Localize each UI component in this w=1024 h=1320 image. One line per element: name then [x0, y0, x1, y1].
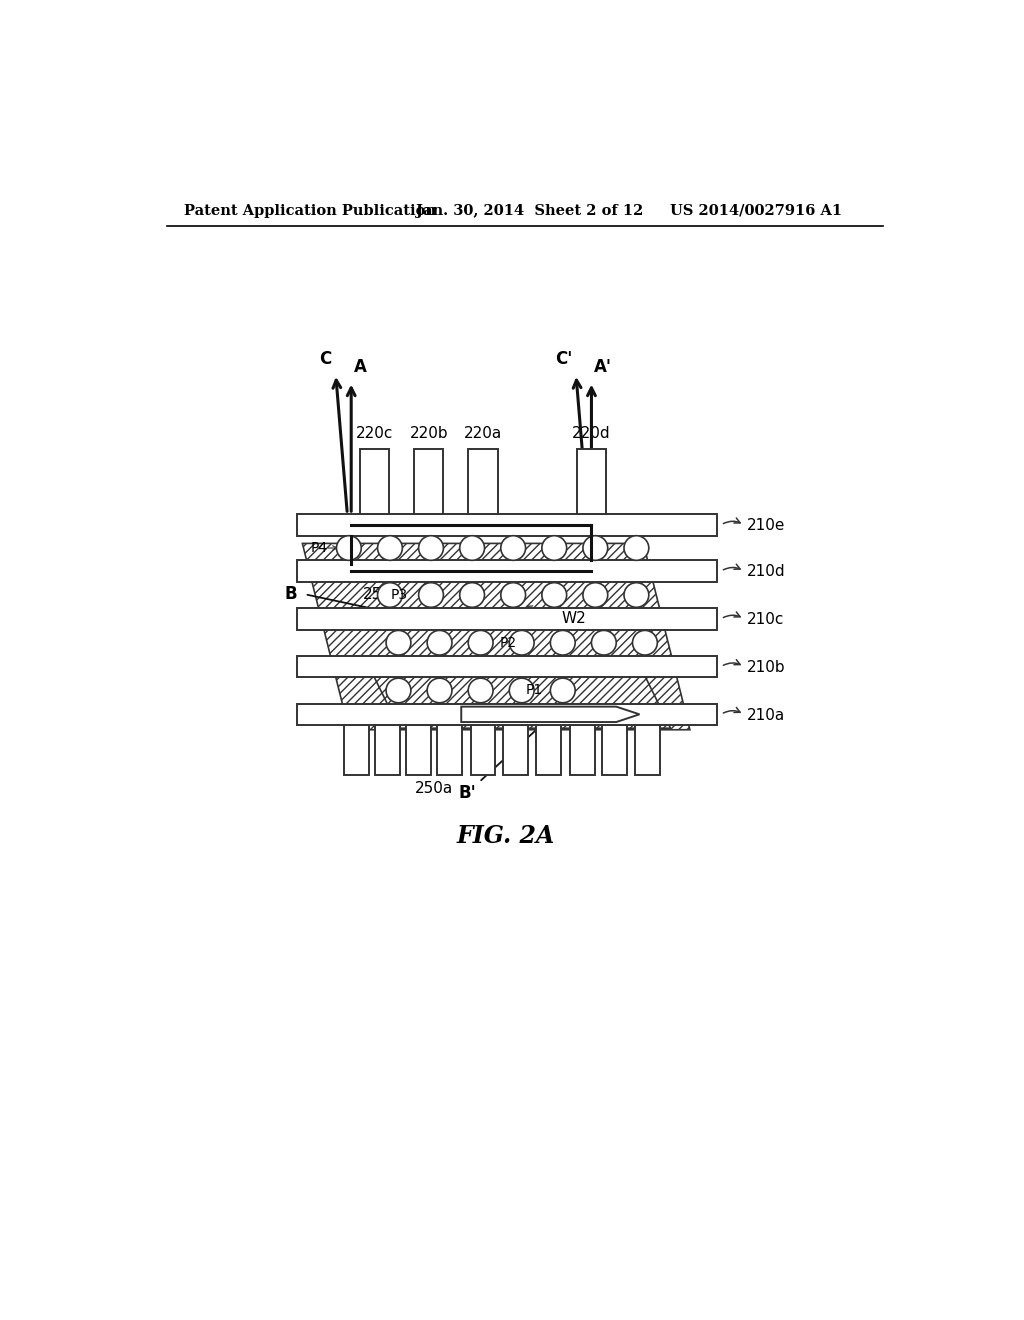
Circle shape — [468, 631, 493, 655]
Polygon shape — [372, 673, 671, 729]
Bar — [635, 725, 659, 775]
Circle shape — [460, 582, 484, 607]
Text: US 2014/0027916 A1: US 2014/0027916 A1 — [671, 203, 843, 218]
Text: B': B' — [459, 784, 476, 803]
Bar — [468, 449, 498, 515]
Text: 210a: 210a — [746, 708, 784, 722]
Text: Patent Application Publication: Patent Application Publication — [183, 203, 436, 218]
Circle shape — [550, 631, 575, 655]
Bar — [297, 609, 717, 630]
Text: 220b: 220b — [410, 426, 449, 441]
Bar — [437, 725, 462, 775]
Bar — [569, 725, 595, 775]
Text: B: B — [285, 585, 297, 603]
Text: FIG. 2A: FIG. 2A — [457, 824, 555, 847]
Bar — [297, 656, 717, 677]
Circle shape — [386, 678, 411, 702]
Text: 250b: 250b — [362, 586, 401, 602]
Circle shape — [419, 582, 443, 607]
Bar — [297, 704, 717, 725]
Bar — [602, 725, 627, 775]
Circle shape — [624, 582, 649, 607]
Circle shape — [427, 678, 452, 702]
Text: P2: P2 — [499, 636, 516, 649]
Circle shape — [501, 582, 525, 607]
Bar — [407, 725, 431, 775]
Bar — [471, 725, 496, 775]
Bar — [537, 725, 561, 775]
Circle shape — [624, 536, 649, 560]
Text: A': A' — [594, 358, 611, 376]
Circle shape — [501, 536, 525, 560]
Circle shape — [386, 631, 411, 655]
Circle shape — [378, 536, 402, 560]
Circle shape — [427, 631, 452, 655]
Text: A: A — [353, 358, 367, 376]
Circle shape — [583, 536, 607, 560]
Bar — [297, 560, 717, 582]
Polygon shape — [461, 706, 640, 722]
Text: Jan. 30, 2014  Sheet 2 of 12: Jan. 30, 2014 Sheet 2 of 12 — [417, 203, 644, 218]
Bar — [414, 449, 443, 515]
Bar — [359, 449, 389, 515]
Bar — [503, 725, 528, 775]
Text: 210d: 210d — [746, 565, 785, 579]
Circle shape — [337, 536, 361, 560]
Circle shape — [419, 536, 443, 560]
Circle shape — [509, 631, 535, 655]
Circle shape — [378, 582, 402, 607]
Text: P1: P1 — [525, 684, 543, 697]
Text: 210b: 210b — [746, 660, 785, 675]
Circle shape — [592, 631, 616, 655]
Circle shape — [542, 582, 566, 607]
Polygon shape — [302, 544, 690, 730]
Bar — [577, 449, 606, 515]
Circle shape — [509, 678, 535, 702]
Text: 210c: 210c — [746, 612, 783, 627]
Text: 250a: 250a — [415, 780, 454, 796]
Bar — [375, 725, 400, 775]
Text: 210e: 210e — [746, 519, 784, 533]
Circle shape — [583, 582, 607, 607]
Text: 220c: 220c — [355, 426, 393, 441]
Text: C: C — [319, 350, 332, 368]
Text: P3: P3 — [391, 587, 408, 602]
Circle shape — [460, 536, 484, 560]
Circle shape — [542, 536, 566, 560]
Text: C': C' — [555, 350, 572, 368]
Circle shape — [468, 678, 493, 702]
Bar — [297, 515, 717, 536]
Text: W2: W2 — [562, 611, 587, 627]
Text: 220a: 220a — [464, 426, 502, 441]
Circle shape — [550, 678, 575, 702]
Text: P4: P4 — [311, 541, 328, 554]
Circle shape — [633, 631, 657, 655]
Text: 220d: 220d — [572, 426, 610, 441]
Bar — [344, 725, 369, 775]
